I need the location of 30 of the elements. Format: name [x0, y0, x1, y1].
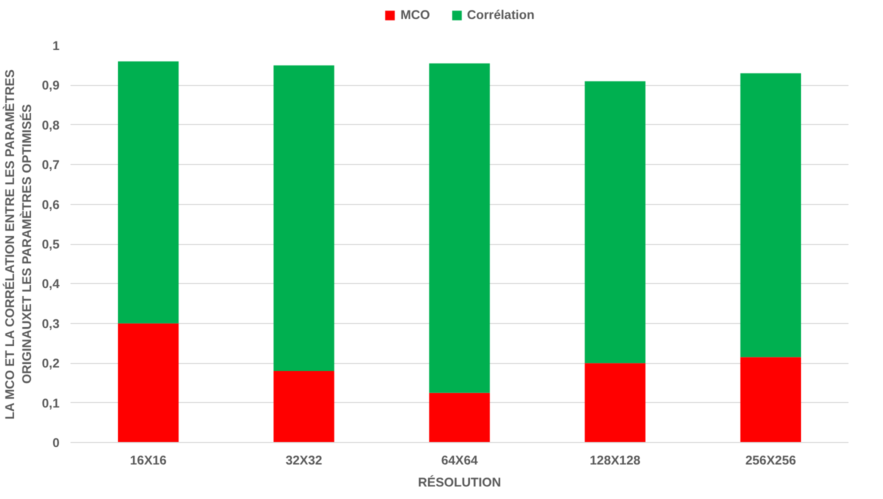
x-axis-title: RÉSOLUTION — [418, 474, 501, 490]
x-tick-label: 256X256 — [745, 454, 796, 468]
y-tick-label: 0,3 — [42, 316, 60, 331]
bar — [429, 392, 490, 442]
y-tick-label: 0,2 — [42, 356, 60, 371]
bar — [740, 357, 802, 442]
y-tick-label: 0,6 — [42, 198, 60, 212]
y-tick-label: 0,7 — [42, 158, 60, 172]
bar — [584, 81, 646, 364]
y-tick-label: 1 — [52, 39, 60, 53]
legend-label: MCO — [400, 8, 430, 22]
bar — [584, 363, 646, 442]
bar — [118, 61, 179, 324]
bar — [118, 323, 179, 442]
x-tick-label: 16X16 — [130, 454, 167, 468]
x-tick-label: 128X128 — [590, 454, 640, 468]
legend-label: Corrélation — [467, 8, 535, 22]
y-tick-label: 0 — [52, 436, 60, 450]
y-tick-label: 0,1 — [42, 396, 60, 410]
bar — [740, 73, 802, 358]
y-axis-title: LA MCO ET LA CORRÉLATION ENTRE LES PARAMÈTRES ORIGINAUXET LES PARAMÈTRES OPTIMISÉS — [2, 69, 34, 420]
bar — [274, 371, 334, 442]
x-tick-label: 64X64 — [441, 454, 478, 468]
y-tick-label: 0,9 — [42, 78, 60, 93]
bar — [274, 65, 334, 372]
x-tick-label: 32X32 — [286, 454, 322, 468]
y-tick-label: 0,5 — [42, 238, 60, 252]
y-tick-label: 0,8 — [42, 118, 60, 132]
bar — [429, 63, 490, 393]
y-tick-label: 0,4 — [42, 277, 60, 292]
